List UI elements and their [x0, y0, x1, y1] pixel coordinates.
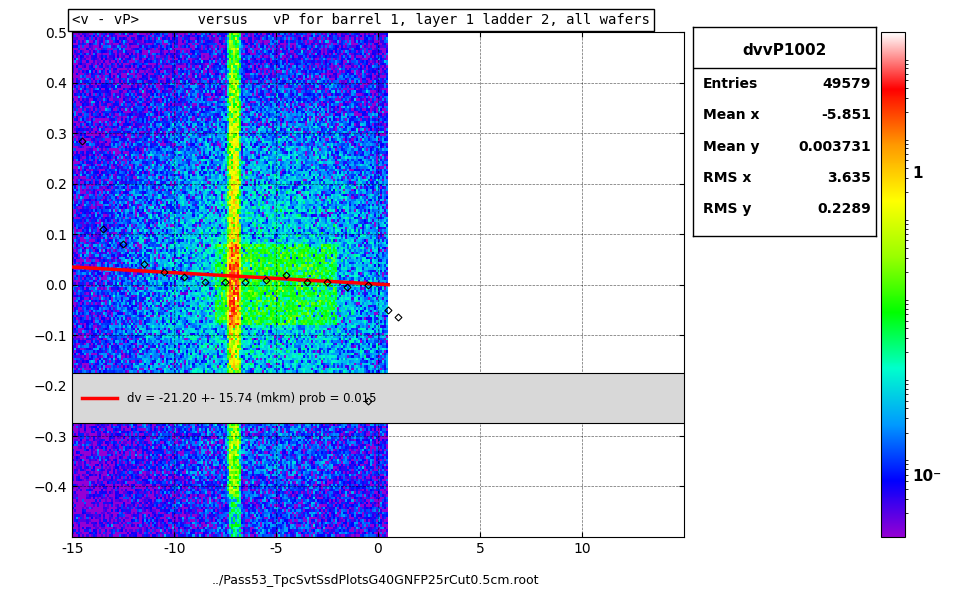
Text: -5.851: -5.851 — [820, 108, 871, 122]
Text: 49579: 49579 — [822, 77, 871, 91]
Text: <v - vP>       versus   vP for barrel 1, layer 1 ladder 2, all wafers: <v - vP> versus vP for barrel 1, layer 1… — [72, 13, 650, 27]
Text: Mean x: Mean x — [703, 108, 759, 122]
Text: 0.003731: 0.003731 — [798, 140, 871, 153]
Text: 1: 1 — [913, 166, 923, 181]
Text: 0.2289: 0.2289 — [817, 202, 871, 217]
Text: 10⁻: 10⁻ — [913, 469, 942, 484]
Text: 3.635: 3.635 — [827, 171, 871, 185]
Text: dv = -21.20 +- 15.74 (mkm) prob = 0.015: dv = -21.20 +- 15.74 (mkm) prob = 0.015 — [127, 392, 377, 405]
Bar — [72, 373, 684, 424]
Text: Mean y: Mean y — [703, 140, 759, 153]
Text: dvvP1002: dvvP1002 — [742, 43, 827, 58]
Text: ../Pass53_TpcSvtSsdPlotsG40GNFP25rCut0.5cm.root: ../Pass53_TpcSvtSsdPlotsG40GNFP25rCut0.5… — [212, 574, 539, 587]
Text: RMS x: RMS x — [703, 171, 751, 185]
Text: RMS y: RMS y — [703, 202, 751, 217]
Text: Entries: Entries — [703, 77, 758, 91]
